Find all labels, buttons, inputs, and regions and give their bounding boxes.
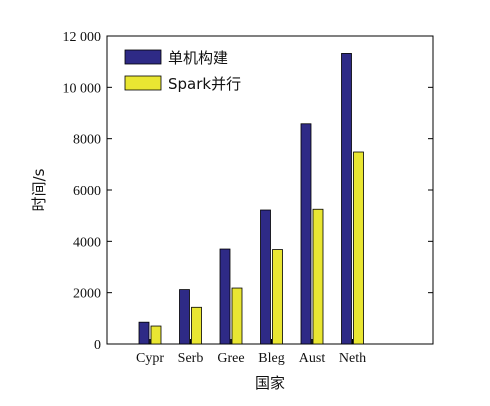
- y-tick-label: 12 000: [63, 30, 102, 45]
- bar-aust-series-1: [312, 208, 324, 345]
- bar-series: [138, 53, 364, 345]
- bar-bleg-series-1: [272, 249, 283, 345]
- x-tick-label: Bleg: [258, 351, 284, 366]
- y-tick-label: 4000: [73, 235, 101, 250]
- legend-swatch-1: [124, 75, 162, 91]
- x-axis: Cypr Serb Gree Bleg Aust Neth: [136, 339, 366, 366]
- bar-bleg-series-0: [260, 209, 271, 345]
- legend-label-0: 单机构建: [168, 49, 228, 67]
- y-tick-label: 0: [94, 338, 101, 353]
- x-tick-label: Serb: [178, 351, 204, 366]
- bar-cypr-series-0: [138, 321, 150, 345]
- bar-gree-series-1: [231, 287, 243, 345]
- bar-gree-series-0: [219, 248, 231, 345]
- bar-cypr-series-1: [150, 325, 162, 345]
- y-tick-label: 2000: [73, 287, 101, 302]
- legend-swatch-0: [124, 49, 162, 65]
- bar-neth-series-0: [341, 53, 352, 345]
- x-tick-label: Gree: [217, 351, 244, 366]
- y-tick-label: 6000: [73, 184, 101, 199]
- x-tick-label: Aust: [299, 351, 326, 366]
- bar-serb-series-1: [191, 306, 202, 345]
- bar-aust-series-0: [300, 123, 312, 345]
- bar-neth-series-1: [353, 151, 364, 345]
- x-tick-label: Cypr: [136, 351, 164, 366]
- y-axis-title: 时间/s: [30, 168, 48, 211]
- bar-serb-series-0: [179, 289, 190, 345]
- y-axis: 0 2000 4000 6000 8000 10 000 12 000: [63, 30, 433, 353]
- x-tick-label: Neth: [339, 351, 366, 366]
- y-tick-label: 10 000: [63, 81, 102, 96]
- x-axis-title: 国家: [255, 374, 285, 392]
- legend-label-1: Spark并行: [168, 75, 241, 93]
- y-tick-label: 8000: [73, 133, 101, 148]
- legend: 单机构建 Spark并行: [124, 49, 241, 93]
